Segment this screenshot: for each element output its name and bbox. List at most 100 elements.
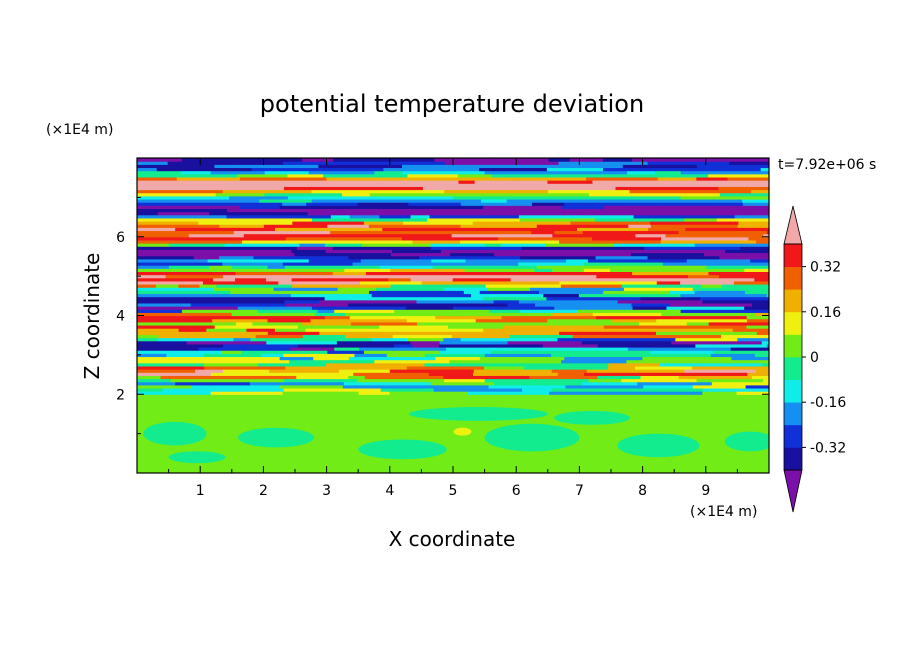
field-cell [650, 221, 739, 225]
field-cell [375, 239, 414, 244]
field-cell [334, 208, 419, 213]
field-cell [684, 217, 718, 222]
field-cell [738, 164, 769, 169]
field-cell [137, 161, 169, 165]
field-cell [215, 192, 266, 197]
field-cell [554, 230, 584, 235]
field-cell [157, 211, 178, 216]
colorbar-tick-label: -0.32 [810, 440, 846, 456]
field-cell [365, 271, 451, 276]
field-cell [475, 318, 548, 323]
field-cell [348, 356, 437, 361]
field-cell [732, 328, 769, 332]
field-cell [137, 369, 196, 373]
field-cell [410, 277, 454, 282]
field-cell [648, 227, 687, 232]
field-cell [547, 180, 594, 184]
field-cell [696, 164, 740, 169]
field-cell [737, 337, 769, 342]
field-cell [680, 309, 769, 313]
field-cell [727, 176, 769, 181]
field-cell [266, 277, 293, 282]
field-cell [275, 227, 340, 232]
field-cell [484, 280, 503, 285]
y-axis-ticks: 2 4 6 [116, 196, 769, 435]
field-cell [137, 205, 241, 209]
field-cell [336, 170, 375, 175]
field-cell [338, 369, 364, 373]
chart-title: potential temperature deviation [260, 90, 644, 118]
field-cell [746, 318, 769, 323]
field-cell [494, 252, 570, 257]
field-cell [669, 302, 753, 307]
field-cell [424, 353, 486, 358]
field-cell [392, 249, 442, 254]
field-cell [654, 277, 755, 282]
field-cell [609, 268, 663, 272]
field-cell [535, 302, 633, 307]
field-cell [359, 227, 383, 232]
field-cell [450, 302, 508, 307]
field-cell [241, 239, 319, 244]
field-cell [470, 331, 560, 335]
field-cell [405, 306, 454, 310]
field-cell [450, 252, 495, 257]
field-cell [259, 198, 313, 203]
field-cell [518, 299, 619, 304]
field-cell [286, 255, 349, 260]
field-cell [610, 173, 709, 178]
field-cell [411, 258, 432, 263]
field-cell [267, 318, 312, 323]
field-cell [559, 280, 641, 285]
field-cell [342, 192, 371, 197]
field-cell [137, 164, 216, 169]
field-cell [137, 365, 205, 370]
field-cell [452, 192, 530, 197]
field-cell [687, 274, 720, 279]
field-cell [392, 198, 482, 203]
field-cell [489, 309, 521, 313]
field-cell [349, 315, 436, 320]
field-cell [311, 217, 372, 222]
field-cell [253, 255, 287, 260]
field-cell [231, 265, 269, 269]
field-cell [283, 353, 356, 358]
field-cell [430, 246, 450, 250]
field-cell [175, 246, 202, 250]
field-cell [371, 161, 446, 165]
field-cell [484, 170, 534, 175]
field-cell [462, 227, 481, 232]
field-cell [583, 328, 620, 332]
field-cell [170, 252, 261, 257]
field-cell [318, 299, 418, 304]
y-tick-label: 4 [116, 309, 125, 325]
field-cell [673, 180, 733, 184]
field-cell [750, 258, 769, 263]
field-cell [210, 391, 284, 395]
field-cell [520, 309, 578, 313]
field-cell [370, 236, 403, 241]
field-cell [614, 243, 696, 247]
field-cell [493, 158, 550, 162]
field-cell [203, 362, 259, 367]
field-cell [410, 340, 441, 345]
field-patch [554, 410, 630, 425]
field-cell [407, 173, 459, 178]
field-cell [178, 284, 200, 288]
field-cell [379, 180, 460, 184]
field-cell [266, 340, 286, 345]
field-cell [390, 268, 466, 272]
field-cell [501, 315, 597, 320]
field-cell [708, 321, 755, 326]
field-cell [691, 365, 769, 370]
field-cell [647, 161, 730, 165]
field-cell [509, 334, 574, 339]
x-tick-label: 4 [385, 483, 394, 499]
field-cell [416, 299, 495, 304]
field-cell [279, 384, 344, 389]
field-cell [631, 271, 710, 276]
field-cell [552, 233, 605, 238]
field-cell [453, 306, 555, 310]
field-cell [137, 217, 199, 222]
field-cell [702, 299, 750, 304]
